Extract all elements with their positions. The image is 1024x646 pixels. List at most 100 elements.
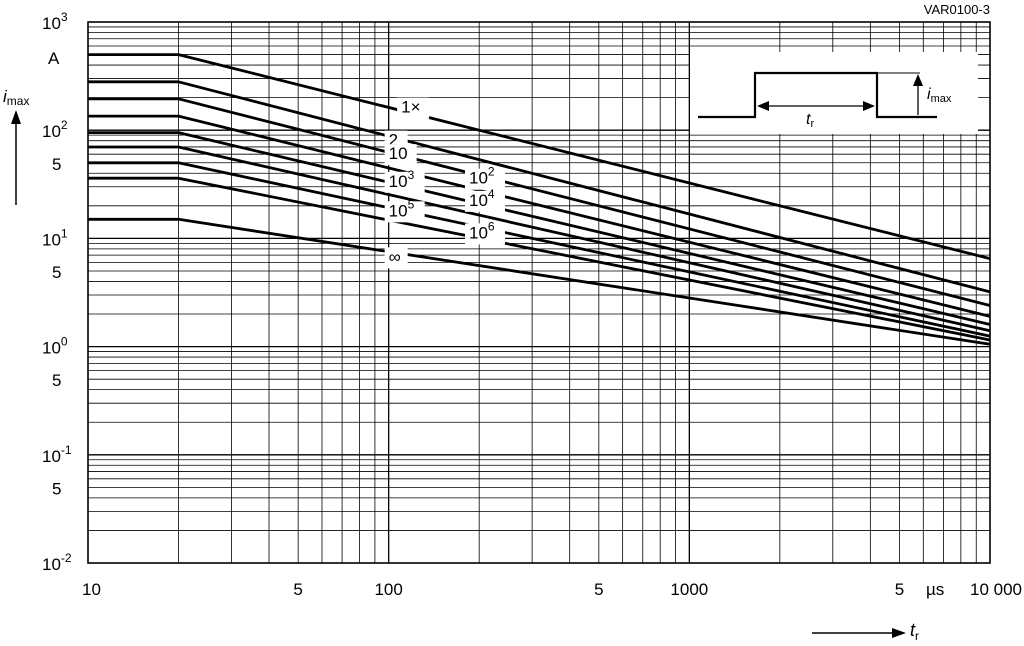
svg-text:tr: tr bbox=[910, 620, 919, 643]
height-arrow-head bbox=[913, 74, 923, 86]
y-tick-label-base: 10 bbox=[42, 14, 61, 33]
y-axis-title-sub: max bbox=[7, 94, 30, 108]
series-line bbox=[88, 97, 991, 307]
y-axis-title-main: i bbox=[3, 87, 8, 106]
curve-label-exponent: 6 bbox=[488, 219, 495, 233]
y-tick-label: 101 bbox=[42, 226, 68, 249]
y-tick-label-base: 10 bbox=[42, 122, 61, 141]
y-tick-label: 5 bbox=[52, 263, 61, 282]
curve-label-exponent: 3 bbox=[408, 168, 415, 182]
y-unit-label: A bbox=[48, 49, 60, 68]
inset-width-label-main: t bbox=[806, 111, 811, 128]
y-tick-label-base: 10 bbox=[42, 230, 61, 249]
y-tick-label: 102 bbox=[42, 118, 68, 141]
x-tick-label: 10 bbox=[82, 580, 101, 599]
curve-label-background bbox=[464, 223, 505, 245]
curve-label-background bbox=[384, 247, 408, 269]
grid bbox=[87, 21, 991, 564]
x-tick-label: 5 bbox=[895, 580, 904, 599]
reference-code: VAR0100-3 bbox=[924, 2, 990, 17]
inset-height-label-main: i bbox=[927, 86, 931, 103]
svg-text:imax: imax bbox=[3, 87, 29, 108]
curve-label-base: 10 bbox=[469, 223, 488, 242]
x-axis-title-main: t bbox=[910, 620, 916, 640]
y-tick-label: 103 bbox=[42, 10, 68, 33]
y-tick-label-exponent: -2 bbox=[61, 551, 72, 565]
series-line bbox=[88, 145, 991, 333]
curve-label-background bbox=[384, 171, 425, 193]
curve-label: 2 bbox=[389, 131, 398, 150]
curve-label: 105 bbox=[389, 197, 415, 220]
curve-label: 104 bbox=[469, 187, 495, 210]
curve-label-background bbox=[384, 201, 425, 223]
y-tick-label-exponent: 2 bbox=[61, 118, 68, 132]
curve-label-base: 10 bbox=[389, 144, 408, 163]
width-arrow-left bbox=[757, 101, 769, 111]
y-tick-label: 5 bbox=[52, 371, 61, 390]
y-tick-label: 5 bbox=[52, 155, 61, 174]
curve-label: ∞ bbox=[389, 247, 401, 266]
pulse-inset: tr imax bbox=[690, 52, 978, 134]
tick-labels: 10 5 100 5 1000 5 10 00010310251015100510-1510… bbox=[42, 10, 1022, 599]
inset-width-label-sub: r bbox=[810, 118, 814, 130]
inset-background bbox=[690, 52, 978, 134]
x-axis-title-sub: r bbox=[915, 629, 919, 643]
y-tick-label: 100 bbox=[42, 335, 68, 358]
y-tick-label-base: 10 bbox=[42, 339, 61, 358]
y-tick-label-exponent: 1 bbox=[61, 226, 68, 240]
x-tick-label: 100 bbox=[374, 580, 402, 599]
series-line bbox=[88, 114, 991, 318]
x-tick-label: 5 bbox=[293, 580, 302, 599]
y-axis-title: imax bbox=[3, 87, 29, 205]
curve-label: 103 bbox=[389, 168, 415, 191]
curve-label-base: ∞ bbox=[389, 247, 401, 266]
curve-label: 10 bbox=[389, 144, 408, 163]
inset-height-label-sub: max bbox=[931, 93, 952, 105]
curve-label-exponent: 2 bbox=[488, 165, 495, 179]
y-tick-label-base: 10 bbox=[42, 555, 61, 574]
curve-label: 102 bbox=[469, 165, 495, 188]
x-tick-label: 5 bbox=[594, 580, 603, 599]
curve-label-base: 10 bbox=[389, 201, 408, 220]
curve-label: 1× bbox=[401, 98, 420, 117]
y-tick-label-base: 5 bbox=[52, 479, 61, 498]
series-line bbox=[88, 176, 991, 342]
plot-frame bbox=[87, 21, 991, 564]
curve-label-base: 10 bbox=[469, 169, 488, 188]
curve-label-base: 10 bbox=[389, 172, 408, 191]
curve-label-base: 2 bbox=[389, 131, 398, 150]
y-tick-label: 5 bbox=[52, 479, 61, 498]
y-tick-label-base: 10 bbox=[42, 447, 61, 466]
y-tick-label-exponent: 3 bbox=[61, 10, 68, 24]
x-unit-label: µs bbox=[926, 580, 944, 599]
x-axis-arrow-head bbox=[892, 628, 906, 638]
curve-label-base: 1× bbox=[401, 98, 420, 117]
curve-label-background bbox=[464, 168, 505, 190]
y-axis-arrow-head bbox=[11, 110, 21, 124]
series-line bbox=[88, 53, 991, 260]
x-tick-label: 10 000 bbox=[970, 580, 1022, 599]
curve-label-base: 10 bbox=[469, 191, 488, 210]
curve-label-background bbox=[397, 97, 430, 119]
x-axis-title: tr bbox=[812, 620, 919, 643]
series-line bbox=[88, 80, 991, 294]
series-line bbox=[88, 131, 991, 326]
curve-label-exponent: 5 bbox=[408, 197, 415, 211]
curve-label: 106 bbox=[469, 219, 495, 242]
curve-label-background bbox=[464, 190, 505, 212]
width-arrow-right bbox=[863, 101, 875, 111]
x-tick-label: 1000 bbox=[670, 580, 708, 599]
curve-label-exponent: 4 bbox=[488, 187, 495, 201]
y-tick-label-base: 5 bbox=[52, 371, 61, 390]
series-line bbox=[88, 217, 991, 346]
curve-label-background bbox=[384, 144, 417, 166]
y-tick-label-exponent: -1 bbox=[61, 443, 72, 457]
y-tick-label: 10-1 bbox=[42, 443, 72, 466]
y-tick-label-base: 5 bbox=[52, 263, 61, 282]
y-tick-label-exponent: 0 bbox=[61, 335, 68, 349]
inset-width-label: tr bbox=[806, 111, 814, 130]
y-tick-label-base: 5 bbox=[52, 155, 61, 174]
y-tick-label: 10-2 bbox=[42, 551, 72, 574]
